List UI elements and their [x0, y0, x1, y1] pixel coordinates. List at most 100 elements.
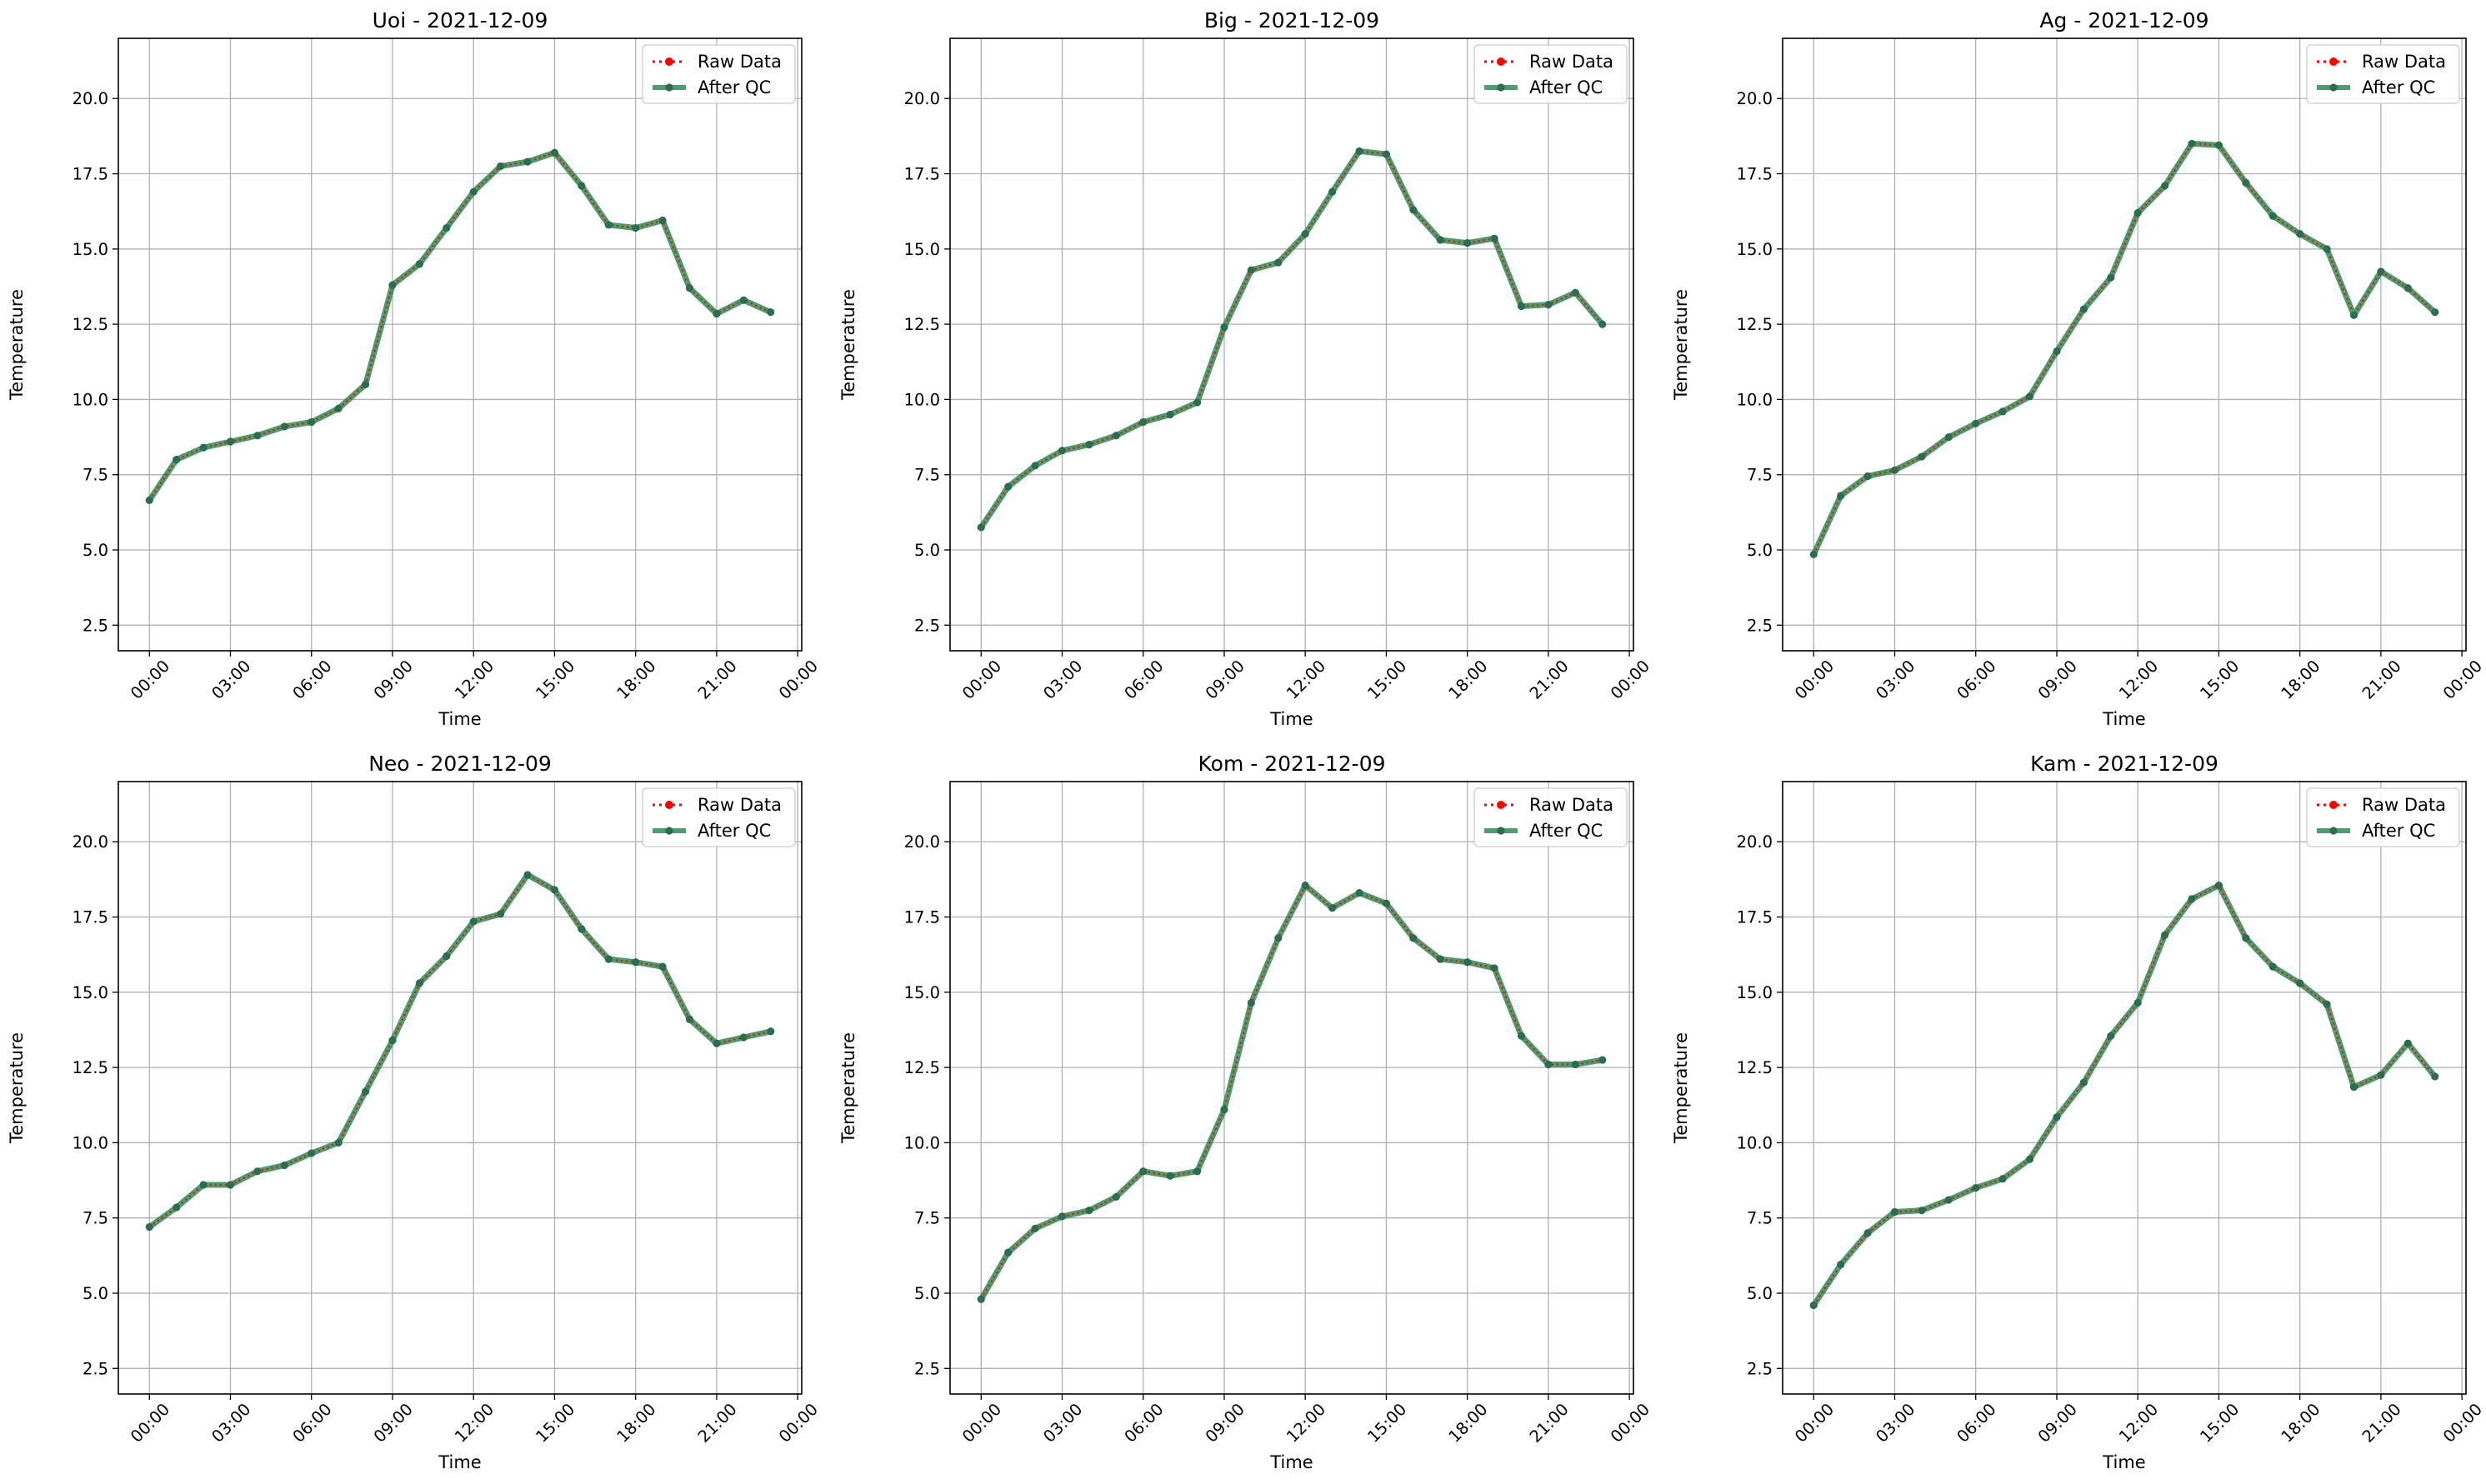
legend-qc-label: After QC — [1529, 77, 1603, 97]
y-tick-label: 12.5 — [1737, 1058, 1773, 1077]
y-tick-label: 7.5 — [914, 466, 940, 485]
y-axis-label: Temperature — [7, 289, 27, 401]
x-tick-label: 12:00 — [451, 1400, 498, 1447]
x-tick-label: 21:00 — [2358, 1400, 2405, 1447]
legend-raw-label: Raw Data — [1529, 52, 1613, 72]
y-tick-label: 5.0 — [83, 541, 108, 560]
data-point — [2431, 1072, 2439, 1081]
data-point — [469, 187, 478, 196]
data-point — [253, 1167, 262, 1176]
data-point — [2214, 882, 2223, 890]
data-point — [145, 1222, 153, 1232]
data-point — [1972, 419, 1980, 427]
y-tick-label: 17.5 — [1737, 165, 1773, 184]
x-tick-label: 12:00 — [1283, 657, 1329, 703]
data-point — [2053, 1113, 2061, 1122]
x-tick-label: 18:00 — [2278, 1400, 2324, 1447]
data-point — [226, 437, 235, 446]
x-tick-label: 03:00 — [1872, 657, 1918, 703]
x-tick-label: 00:00 — [127, 1400, 173, 1447]
x-tick-label: 00:00 — [1607, 657, 1653, 703]
data-point — [1382, 899, 1391, 907]
data-point — [1809, 550, 1818, 559]
data-point — [1220, 323, 1228, 332]
data-point — [2268, 962, 2277, 971]
x-tick-label: 06:00 — [1953, 657, 2000, 703]
data-point — [173, 1203, 181, 1212]
data-point — [1409, 206, 1418, 214]
data-point — [1301, 882, 1309, 890]
data-point — [1863, 1229, 1872, 1237]
x-tick-label: 09:00 — [370, 1400, 417, 1447]
data-point — [1328, 904, 1337, 912]
data-point — [1112, 1192, 1120, 1202]
legend-raw-marker — [2329, 801, 2338, 809]
x-tick-label: 18:00 — [1445, 657, 1492, 703]
x-tick-label: 09:00 — [2034, 657, 2081, 703]
data-point — [523, 157, 532, 166]
data-point — [1139, 1167, 1148, 1176]
x-tick-label: 12:00 — [2115, 657, 2162, 703]
legend-qc-label: After QC — [2362, 77, 2435, 97]
legend: Raw Data After QC — [642, 44, 796, 104]
data-point — [2268, 212, 2277, 220]
data-point — [361, 380, 370, 388]
x-tick-label: 00:00 — [127, 657, 173, 703]
data-point — [1031, 1224, 1039, 1232]
legend-raw-label: Raw Data — [2362, 52, 2446, 72]
data-point — [604, 221, 613, 229]
data-point — [1837, 1261, 1845, 1269]
data-point — [2025, 392, 2034, 401]
x-tick-label: 00:00 — [775, 1400, 822, 1447]
x-tick-label: 09:00 — [1202, 657, 1248, 703]
subplot-title: Neo - 2021-12-09 — [368, 752, 552, 776]
data-point — [1517, 1032, 1526, 1040]
x-axis-label: Time — [2102, 1452, 2145, 1472]
y-tick-label: 15.0 — [73, 240, 108, 259]
data-point — [713, 1039, 721, 1047]
y-tick-label: 5.0 — [83, 1284, 108, 1303]
y-tick-label: 17.5 — [904, 908, 940, 927]
subplot-title: Ag - 2021-12-09 — [2039, 8, 2208, 32]
legend: Raw Data After QC — [1473, 44, 1628, 104]
data-point — [2188, 139, 2196, 148]
data-point — [1463, 239, 1472, 247]
data-point — [2403, 284, 2412, 292]
y-tick-label: 7.5 — [83, 466, 108, 485]
x-axis-label: Time — [1269, 709, 1313, 729]
x-tick-label: 12:00 — [1283, 1400, 1329, 1447]
raw-data-line — [1813, 884, 2436, 1307]
subplot-3: 2.5 5.0 7.5 10.0 12.5 15.0 17.5 20.0 00:00 03:00 0… — [1671, 8, 2486, 729]
data-point — [308, 417, 316, 427]
legend-raw-marker — [665, 801, 673, 809]
legend-raw-marker — [1497, 57, 1505, 66]
data-point — [2296, 230, 2304, 238]
legend: Raw Data After QC — [642, 787, 796, 847]
data-point — [2133, 208, 2142, 217]
data-point — [1274, 934, 1283, 942]
data-point — [1247, 266, 1255, 274]
y-tick-label: 7.5 — [1747, 1209, 1773, 1228]
axes-frame — [949, 37, 1634, 652]
legend-qc-marker — [1497, 83, 1505, 92]
data-point — [1490, 234, 1498, 242]
data-point — [1809, 1301, 1818, 1310]
data-point — [388, 281, 397, 289]
x-tick-label: 03:00 — [1872, 1400, 1918, 1447]
legend-raw-label: Raw Data — [2362, 795, 2446, 815]
data-point — [2161, 182, 2169, 190]
x-tick-label: 15:00 — [1363, 1400, 1410, 1447]
after-qc-line — [146, 872, 774, 1231]
y-tick-label: 20.0 — [1737, 89, 1773, 108]
data-point — [1166, 1172, 1174, 1180]
data-point — [1998, 1175, 2007, 1183]
raw-data-line — [148, 873, 771, 1228]
y-tick-label: 20.0 — [73, 832, 108, 852]
data-point — [1004, 1248, 1013, 1257]
data-point — [1085, 440, 1093, 449]
data-point — [1355, 147, 1363, 156]
legend-raw-marker — [2329, 57, 2338, 66]
data-point — [1409, 934, 1418, 942]
data-point — [2242, 178, 2250, 187]
y-tick-label: 15.0 — [904, 983, 940, 1002]
